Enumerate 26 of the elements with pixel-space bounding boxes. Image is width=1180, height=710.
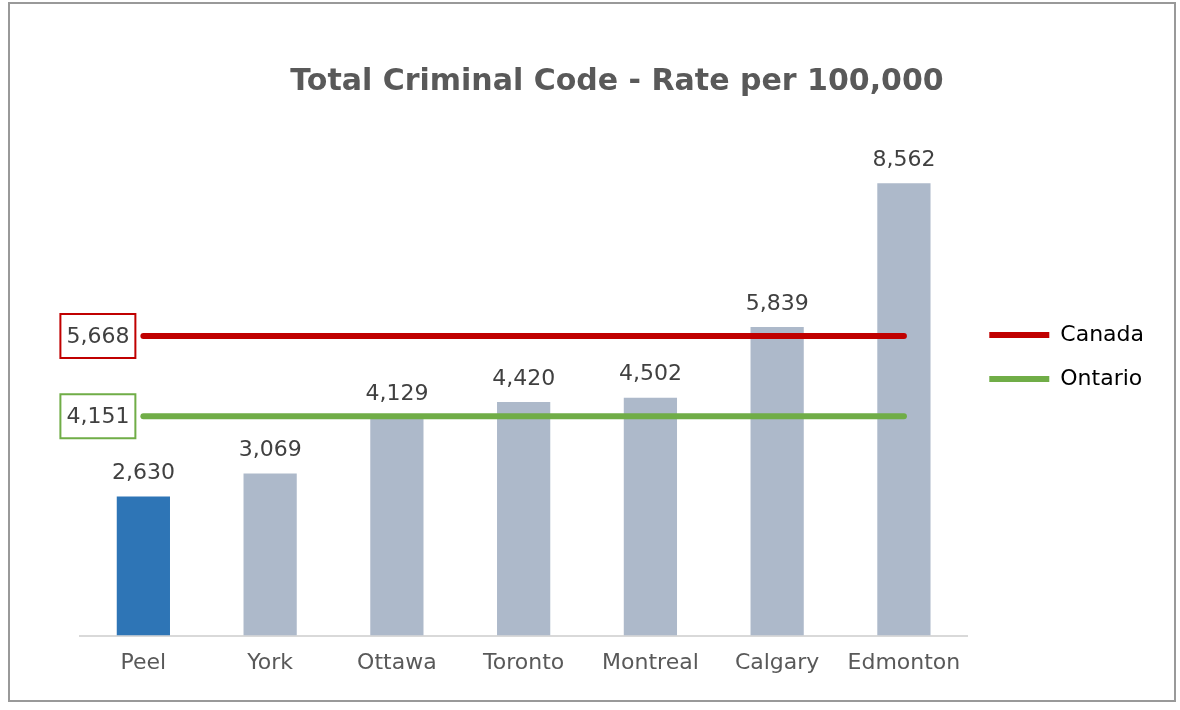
chart-title: Total Criminal Code - Rate per 100,000 [290, 61, 944, 97]
bar [116, 496, 170, 636]
data-label: 4,129 [365, 380, 429, 406]
x-tick-label: Ottawa [357, 648, 437, 674]
data-label: 2,630 [111, 459, 175, 485]
bar [243, 473, 297, 636]
legend-label: Ontario [1060, 364, 1143, 390]
data-label: 5,839 [745, 289, 809, 315]
x-tick-label: Toronto [482, 648, 565, 674]
bar [877, 183, 931, 636]
bar [497, 402, 551, 636]
x-tick-label: Calgary [734, 648, 820, 674]
x-tick-label: Peel [120, 648, 167, 674]
data-label: 5,668 [66, 322, 130, 348]
x-tick-label: Edmonton [847, 648, 961, 674]
data-label: 4,151 [66, 402, 130, 428]
x-tick-label: Montreal [602, 648, 699, 674]
data-label: 4,420 [492, 364, 556, 390]
legend-label: Canada [1060, 320, 1144, 346]
data-label: 3,069 [238, 436, 302, 462]
bar [623, 397, 678, 636]
data-label: 4,502 [618, 360, 682, 386]
x-tick-label: York [246, 648, 294, 674]
bar [370, 417, 424, 636]
bar [750, 327, 804, 636]
data-label: 8,562 [872, 145, 936, 171]
